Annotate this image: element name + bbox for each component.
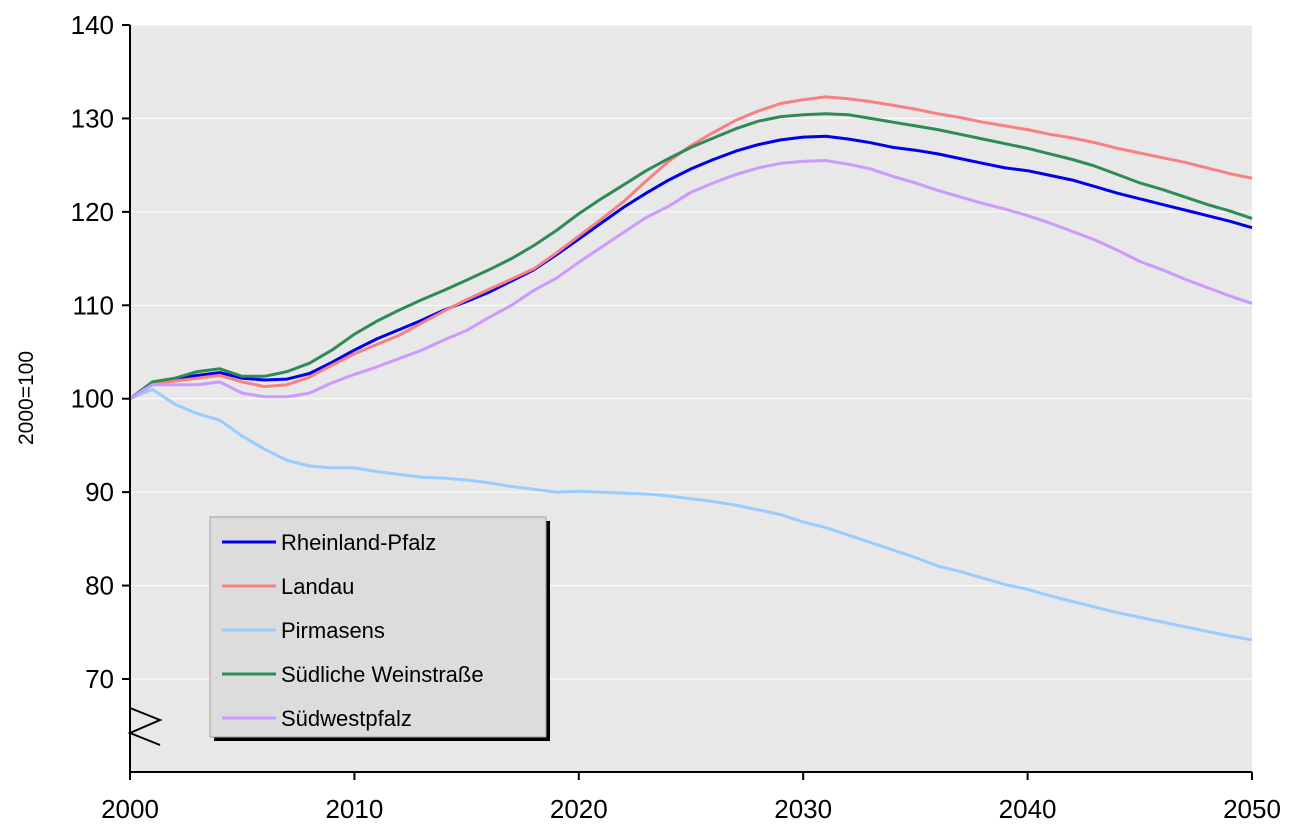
y-tick-label: 80	[85, 571, 114, 601]
x-tick-label: 2040	[999, 794, 1057, 824]
series-layer	[129, 95, 1253, 642]
axis-break-icon	[127, 707, 163, 746]
x-tick-label: 2000	[101, 794, 159, 824]
y-tick-label: 70	[85, 664, 114, 694]
legend-label: Südwestpfalz	[281, 706, 412, 731]
legend-box	[209, 516, 547, 738]
series-line-pirmasens	[129, 387, 1253, 642]
x-tick-label: 2030	[774, 794, 832, 824]
series-line-landau	[129, 95, 1253, 400]
x-tick-label: 2050	[1223, 794, 1281, 824]
legend-items: Rheinland-Pfalz Landau Pirmasens Südliche W…	[222, 530, 484, 731]
legend-label: Rheinland-Pfalz	[281, 530, 436, 555]
legend: Rheinland-Pfalz Landau Pirmasens Südliche W…	[209, 516, 550, 741]
x-ticks: 2000 2010 2020 2030 2040 2050	[101, 772, 1281, 824]
y-tick-label: 120	[71, 197, 114, 227]
legend-label: Südliche Weinstraße	[281, 662, 484, 687]
y-tick-label: 100	[71, 384, 114, 414]
series-line-s-dliche-weinstra-e	[129, 112, 1253, 400]
x-tick-label: 2020	[550, 794, 608, 824]
y-ticks: 70 80 90 100 110 120 130 140	[71, 10, 130, 694]
y-tick-label: 140	[71, 10, 114, 40]
legend-label: Pirmasens	[281, 618, 385, 643]
y-tick-label: 110	[73, 290, 114, 320]
series-line-rheinland-pfalz	[129, 134, 1253, 400]
y-tick-label: 90	[85, 477, 114, 507]
series-line-s-dwestpfalz	[129, 159, 1253, 400]
x-tick-label: 2010	[325, 794, 383, 824]
legend-label: Landau	[281, 574, 354, 599]
y-axis-label: 2000=100	[15, 351, 38, 445]
y-tick-label: 130	[71, 103, 114, 133]
